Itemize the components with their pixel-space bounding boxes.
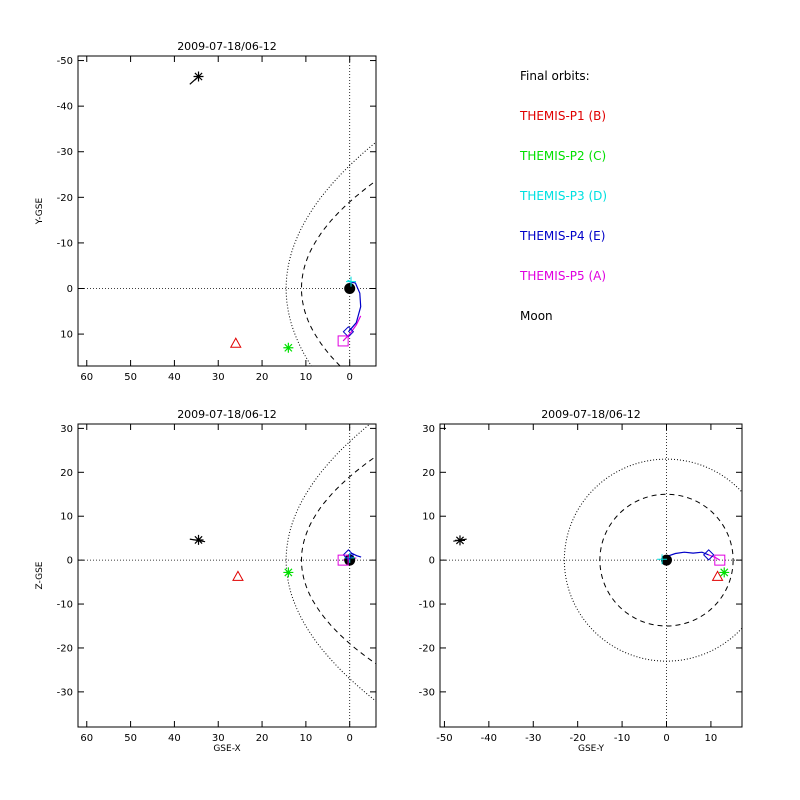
x-tick-label: 30	[212, 372, 225, 383]
orbit-track	[342, 315, 362, 342]
legend-item-p4: THEMIS-P4 (E)	[519, 229, 605, 243]
y-tick-label: -20	[57, 193, 73, 204]
legend-item-p3: THEMIS-P3 (D)	[519, 189, 607, 203]
bow-shock-circle	[563, 458, 742, 662]
themis-p5-a-marker	[337, 554, 349, 566]
x-tick-label: -40	[481, 733, 497, 744]
y-tick-label: -10	[57, 238, 73, 249]
y-tick-label: 20	[422, 468, 435, 479]
themis-p1-b-marker	[711, 570, 724, 581]
y-tick-label: 0	[429, 556, 435, 567]
y-tick-label: 0	[67, 556, 73, 567]
themis-p1-b-marker	[229, 337, 242, 348]
x-tick-label: -20	[570, 733, 586, 744]
yz-plane-panel: -50 -40 -30 -20 -10 0 10 -30 -20 -10 0 10 20 30 2009-0…	[419, 408, 743, 754]
orbit-track	[348, 552, 362, 558]
x-tick-label: 10	[705, 733, 718, 744]
y-tick-label: -30	[419, 687, 435, 698]
y-tick-label: 0	[67, 284, 73, 295]
plot-frame	[77, 423, 377, 728]
y-tick-label: 10	[60, 330, 73, 341]
x-tick-label: 50	[124, 372, 137, 383]
y-tick-label: -10	[57, 600, 73, 611]
x-tick-label: 40	[168, 733, 181, 744]
x-axis-label: GSE-X	[213, 744, 240, 754]
themis-p1-b-marker	[232, 570, 244, 581]
bow-shock-curve	[285, 424, 376, 702]
moon-marker	[193, 71, 204, 82]
plot-area	[78, 56, 376, 366]
themis-p5-a-marker	[714, 554, 726, 566]
moon-marker	[454, 535, 465, 546]
themis-p4-e-marker	[702, 549, 715, 561]
x-tick-label: -10	[614, 733, 630, 744]
panel-title: 2009-07-18/06-12	[541, 408, 641, 421]
plot-area	[78, 424, 376, 727]
y-axis-label: Y-GSE	[35, 198, 45, 226]
orbit-track	[708, 554, 721, 561]
x-tick-label: 20	[256, 733, 269, 744]
themis-p3-d-marker	[657, 554, 668, 565]
themis-p2-c-marker	[283, 342, 294, 353]
xz-plane-panel: 60 50 40 30 20 10 0 -30 -20 -10 0 10 20 30 2009-07-18/…	[35, 408, 377, 754]
themis-p2-c-marker	[283, 567, 294, 578]
legend-item-p2: THEMIS-P2 (C)	[519, 149, 606, 163]
x-axis-label: GSE-Y	[578, 744, 605, 754]
y-tick-label: -10	[419, 600, 435, 611]
x-tick-label: -50	[436, 733, 452, 744]
orbit-track	[347, 281, 362, 333]
themis-p5-a-marker	[337, 335, 349, 347]
x-tick-label: -30	[525, 733, 541, 744]
plot-area	[440, 424, 742, 727]
legend: Final orbits: THEMIS-P1 (B) THEMIS-P2 (C…	[519, 69, 607, 323]
xy-plane-panel: 60 50 40 30 20 10 0 -50 -40 -30 -20 -10 0 10 2009-07-1…	[35, 40, 377, 383]
y-tick-label: 30	[422, 424, 435, 435]
x-tick-label: 60	[80, 372, 93, 383]
y-tick-label: -30	[57, 687, 73, 698]
magnetopause-circle	[599, 493, 734, 627]
y-tick-label: -20	[57, 643, 73, 654]
legend-title: Final orbits:	[520, 69, 590, 83]
y-tick-label: 30	[60, 424, 73, 435]
x-tick-label: 40	[168, 372, 181, 383]
x-tick-label: 10	[300, 733, 313, 744]
y-tick-label: 10	[422, 512, 435, 523]
plot-frame	[439, 423, 743, 728]
earth-marker	[344, 283, 356, 294]
x-tick-label: 60	[80, 733, 93, 744]
x-tick-label: 50	[124, 733, 137, 744]
y-axis-label: Z-GSE	[35, 561, 45, 589]
themis-p2-c-marker	[719, 567, 730, 578]
panel-title: 2009-07-18/06-12	[177, 40, 277, 53]
x-tick-label: 30	[212, 733, 225, 744]
y-tick-label: -20	[419, 643, 435, 654]
x-tick-label: 10	[300, 372, 313, 383]
x-tick-label: 0	[347, 372, 353, 383]
x-tick-label: 0	[347, 733, 353, 744]
orbit-track	[666, 551, 709, 558]
magnetopause-curve	[300, 455, 376, 665]
y-tick-label: 20	[60, 468, 73, 479]
legend-item-p5: THEMIS-P5 (A)	[519, 269, 606, 283]
themis-p3-d-marker	[346, 276, 357, 287]
x-tick-label: 20	[256, 372, 269, 383]
y-tick-label: -50	[57, 56, 73, 67]
legend-item-moon: Moon	[520, 309, 553, 323]
y-tick-label: 10	[60, 512, 73, 523]
panel-title: 2009-07-18/06-12	[177, 408, 277, 421]
legend-item-p1: THEMIS-P1 (B)	[519, 109, 606, 123]
plot-frame	[77, 55, 377, 367]
y-tick-label: -40	[57, 102, 73, 113]
moon-marker	[193, 534, 204, 545]
y-tick-label: -30	[57, 147, 73, 158]
earth-marker	[661, 554, 672, 566]
bow-shock-curve	[285, 141, 376, 366]
x-tick-label: 0	[663, 733, 669, 744]
